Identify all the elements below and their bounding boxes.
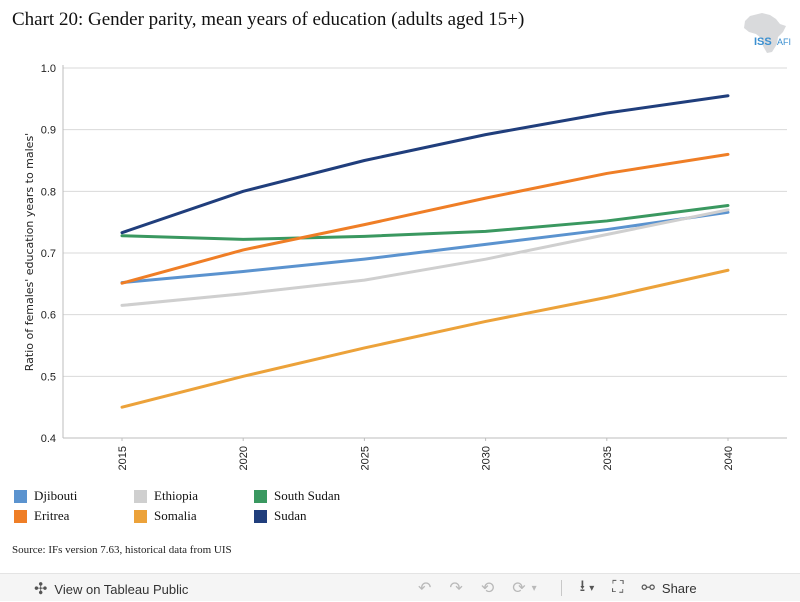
africa-map-icon [744, 13, 786, 53]
legend-item-ethiopia[interactable]: Ethiopia [134, 488, 198, 504]
legend-label: Ethiopia [154, 488, 199, 503]
y-tick-label: 1.0 [41, 63, 56, 75]
series-line-ethiopia[interactable] [120, 208, 730, 307]
legend-label: Eritrea [34, 508, 70, 523]
y-tick-label: 0.8 [41, 186, 56, 198]
y-tick-label: 0.4 [41, 433, 56, 445]
undo-icon[interactable]: ↶ [418, 580, 432, 597]
legend-item-eritrea[interactable]: Eritrea [14, 508, 69, 524]
axes: 0.4 0.5 0.6 0.7 0.8 0.9 1.0 2015 2020 2025 2030 203… [41, 63, 787, 470]
logo-text-sub: AFI [777, 37, 791, 47]
legend-item-djibouti[interactable]: Djibouti [14, 488, 77, 504]
iss-afi-logo: ISS AFI [744, 13, 791, 53]
chart-title: Chart 20: Gender parity, mean years of e… [12, 9, 525, 30]
x-tick-label: 2035 [602, 446, 614, 470]
series-lines [120, 94, 730, 409]
toolbar-separator [560, 580, 562, 596]
legend-item-south-sudan[interactable]: South Sudan [254, 488, 340, 504]
series-line-somalia[interactable] [120, 268, 730, 409]
legend-swatch [254, 509, 267, 523]
x-tick-label: 2030 [481, 446, 493, 470]
legend-item-sudan[interactable]: Sudan [254, 508, 307, 524]
legend-swatch [14, 489, 27, 503]
x-tick-label: 2015 [117, 446, 129, 470]
tableau-icon: ✣ [34, 581, 48, 598]
y-tick-label: 0.7 [41, 248, 56, 260]
legend-label: South Sudan [274, 488, 341, 503]
legend-item-somalia[interactable]: Somalia [134, 508, 197, 524]
source-note: Source: IFs version 7.63, historical dat… [12, 544, 232, 556]
view-on-tableau-link[interactable]: ✣ View on Tableau Public [34, 579, 188, 599]
series-line-south-sudan[interactable] [120, 204, 730, 241]
y-tick-label: 0.5 [41, 371, 56, 383]
legend-swatch [254, 489, 267, 503]
refresh-dropdown-icon[interactable]: ▾ [531, 582, 537, 594]
tableau-toolbar: ✣ View on Tableau Public ↶ ↷ ⟲ ⟳ ▾ ⭳ ▾ ⛶… [0, 573, 800, 601]
y-axis-label: Ratio of females' education years to mal… [23, 133, 36, 371]
legend-swatch [134, 509, 147, 523]
refresh-icon[interactable]: ⟳ [512, 580, 526, 597]
series-line-eritrea[interactable] [120, 152, 730, 285]
y-tick-label: 0.9 [41, 125, 56, 137]
download-icon[interactable]: ⭳ [579, 577, 586, 595]
share-label: Share [661, 580, 697, 596]
y-tick-label: 0.6 [41, 310, 56, 322]
series-line-djibouti[interactable] [120, 210, 730, 285]
share-icon: ⚯ [641, 580, 655, 597]
x-tick-label: 2025 [359, 446, 371, 470]
x-tick-label: 2020 [238, 446, 250, 470]
download-dropdown-icon[interactable]: ▾ [589, 582, 595, 594]
redo-icon[interactable]: ↷ [449, 580, 463, 597]
x-tick-label: 2040 [723, 446, 735, 470]
series-line-sudan[interactable] [120, 94, 730, 235]
legend-label: Somalia [154, 508, 197, 523]
legend-swatch [14, 509, 27, 523]
logo-text-main: ISS [754, 36, 772, 48]
share-button[interactable]: ⚯ Share [642, 578, 697, 598]
revert-icon[interactable]: ⟲ [480, 580, 495, 597]
fullscreen-icon[interactable]: ⛶ [612, 579, 624, 596]
legend-label: Djibouti [34, 488, 78, 503]
legend-swatch [134, 489, 147, 503]
line-chart: 0.4 0.5 0.6 0.7 0.8 0.9 1.0 2015 2020 2025 2030 203… [23, 63, 787, 470]
view-on-tableau-label: View on Tableau Public [54, 581, 189, 597]
legend-label: Sudan [274, 508, 307, 523]
